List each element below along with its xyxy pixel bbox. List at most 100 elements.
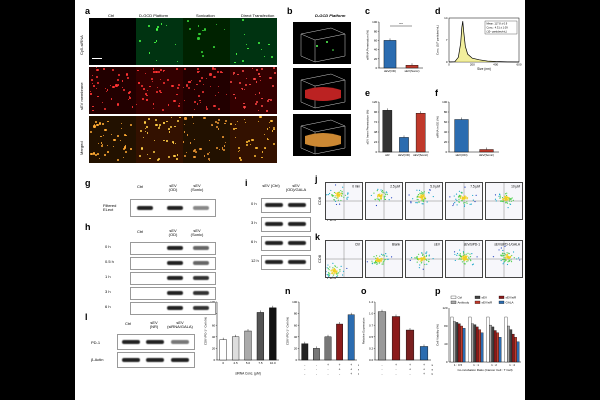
fluorescent-spot — [96, 88, 98, 90]
plot-tag: 0 min — [352, 185, 360, 189]
fluorescent-spot — [223, 144, 226, 147]
event-dot — [474, 200, 476, 203]
event-dot — [384, 255, 386, 257]
event-dot — [502, 263, 504, 265]
fluorescent-spot — [234, 124, 236, 126]
event-dot — [340, 192, 342, 194]
fluorescent-spot — [177, 83, 180, 87]
event-dot — [464, 263, 466, 265]
event-dot — [465, 253, 467, 255]
fluorescent-spot — [151, 77, 154, 81]
fluorescent-spot — [105, 87, 107, 89]
event-dot — [332, 262, 334, 264]
fluorescent-spot — [202, 91, 205, 93]
fluorescent-spot — [243, 107, 246, 109]
event-dot — [462, 252, 465, 254]
3d-render — [293, 114, 351, 156]
event-dot — [470, 260, 472, 262]
fluorescent-spot — [101, 122, 104, 125]
fluorescent-spot — [211, 67, 214, 70]
event-dot — [466, 197, 469, 199]
bar — [471, 323, 474, 363]
event-dot — [456, 204, 458, 206]
row-label: β-Actin — [91, 357, 104, 362]
event-dot — [417, 198, 419, 201]
fluorescent-spot — [174, 43, 176, 46]
event-dot — [422, 257, 424, 259]
event-dot — [382, 254, 384, 256]
fluorescent-spot — [268, 43, 270, 46]
blot-strip — [117, 334, 195, 350]
fluorescent-spot — [193, 108, 195, 111]
panel-a-label: a — [85, 6, 91, 16]
event-dot — [366, 261, 368, 263]
y-tick-label: 80 — [444, 324, 448, 328]
event-dot — [421, 252, 423, 254]
fluorescent-spot — [192, 122, 194, 124]
fluorescent-spot — [202, 29, 204, 32]
fluorescent-spot — [159, 90, 162, 93]
fluorescent-spot — [194, 88, 196, 90]
condition-mark: + — [339, 368, 341, 372]
bar — [460, 325, 463, 363]
event-dot — [506, 195, 508, 197]
event-dot — [510, 261, 513, 263]
event-dot — [472, 263, 474, 265]
y-tick-label: 20 — [294, 347, 298, 351]
y-axis-label: CD8 — [317, 254, 322, 263]
condition-mark: - — [395, 372, 396, 376]
y-tick-label: 72 — [374, 120, 378, 124]
fluorescent-spot — [198, 70, 200, 72]
condition-mark: - — [316, 368, 317, 372]
event-dot — [503, 260, 505, 263]
y-tick-label: 20 — [374, 57, 378, 61]
fluorescent-spot — [89, 90, 92, 92]
blot-band — [167, 261, 183, 265]
event-dot — [334, 200, 337, 202]
event-dot — [379, 195, 381, 197]
event-dot — [507, 261, 509, 263]
error-band — [449, 21, 519, 62]
event-dot — [510, 197, 512, 200]
fluorescent-spot — [140, 84, 143, 88]
3d-render — [293, 68, 351, 110]
fluorescent-spot — [271, 84, 275, 87]
fluorescent-spot — [241, 60, 244, 63]
event-dot — [504, 257, 506, 259]
legend-swatch — [498, 300, 505, 304]
fluorescent-spot — [122, 148, 125, 151]
event-dot — [508, 256, 510, 258]
fluorescent-spot — [96, 75, 99, 78]
event-dot — [469, 253, 471, 255]
fluorescent-spot — [267, 128, 269, 130]
row-label: PD-1 — [91, 340, 101, 345]
fluorescent-spot — [117, 78, 120, 81]
fluorescent-spot — [145, 127, 147, 129]
event-dot — [334, 196, 336, 199]
fluorescent-spot — [258, 92, 261, 94]
event-dot — [466, 202, 468, 205]
blot-band — [288, 222, 306, 226]
fluorescent-spot — [102, 101, 104, 104]
fluorescent-spot — [234, 97, 237, 99]
event-dot — [508, 198, 510, 200]
event-dot — [464, 254, 466, 257]
fluorescent-spot — [216, 146, 219, 149]
fluorescent-spot — [91, 79, 93, 81]
fluorescent-spot — [166, 121, 168, 123]
fluorescent-spot — [100, 142, 103, 144]
event-dot — [453, 251, 456, 253]
event-dot — [327, 193, 329, 196]
y-tick-label: 100 — [442, 100, 447, 104]
event-dot — [425, 255, 427, 257]
fluorescent-spot — [254, 102, 257, 105]
event-dot — [506, 259, 508, 261]
micrograph-tile — [136, 67, 183, 114]
col-label: Ctrl — [137, 184, 144, 189]
y-tick-label: 40 — [294, 335, 298, 339]
condition-mark: - — [327, 368, 328, 372]
fluorescent-spot — [230, 80, 233, 84]
event-dot — [420, 192, 422, 195]
event-dot — [506, 201, 508, 203]
legend-swatch — [474, 300, 481, 304]
